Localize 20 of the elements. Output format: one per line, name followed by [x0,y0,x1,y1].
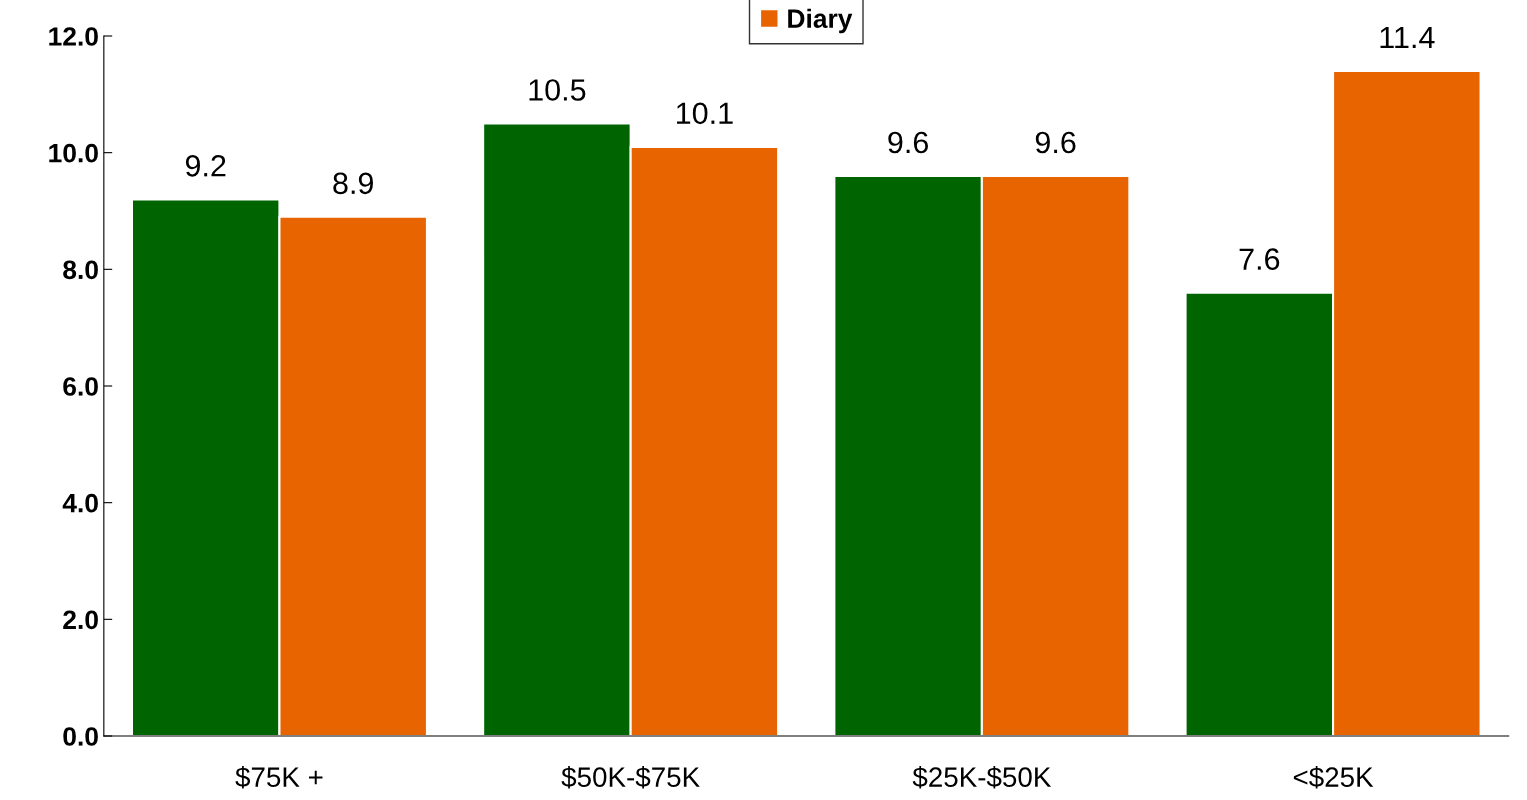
data-label: 9.6 [888,131,928,154]
data-label: 11.4 [1380,26,1435,48]
x-tick-label: $75K + [235,766,323,789]
y-tick-label: 0.0 [63,727,98,746]
y-tick-label: 12.0 [49,27,98,46]
x-tick-label: $50K-$75K [561,766,700,789]
x-tick-label: <$25K [1293,766,1374,789]
data-label: 9.6 [1035,131,1076,154]
data-label: 7.6 [1239,248,1280,270]
data-label: 10.5 [529,79,586,101]
data-label: 8.9 [333,172,373,195]
data-label: 9.2 [185,154,226,177]
y-tick-label: 8.0 [63,260,98,280]
y-tick-label: 4.0 [62,493,98,513]
data-label: 10.1 [677,102,733,125]
x-tick-label: $25K-$50K [912,766,1052,789]
y-tick-label: 10.0 [49,143,98,163]
y-tick-label: 2.0 [63,610,98,630]
y-tick-label: 6.0 [63,377,98,396]
legend-label: Diary [788,8,853,34]
